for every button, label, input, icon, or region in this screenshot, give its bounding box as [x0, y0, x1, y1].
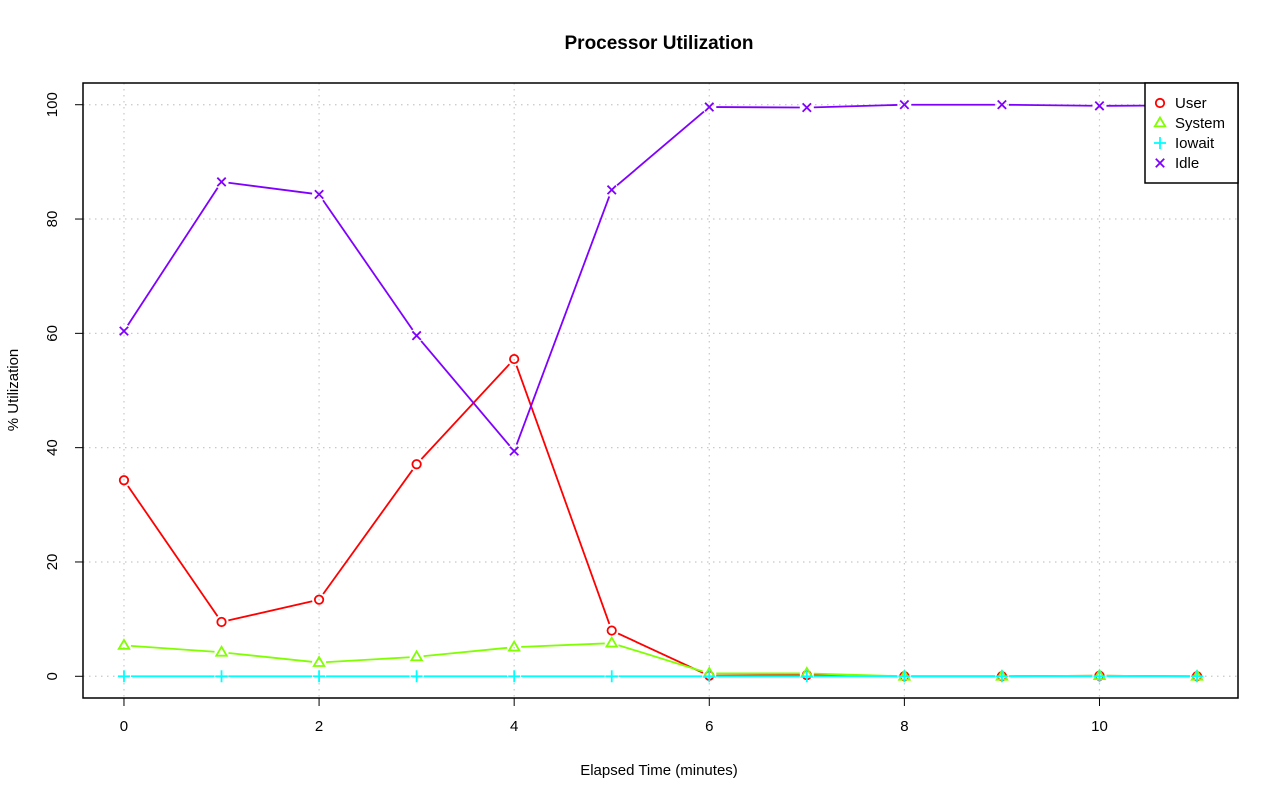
- series-iowait-point: [117, 670, 130, 683]
- x-axis-label: Elapsed Time (minutes): [580, 762, 738, 779]
- legend-symbol-system: [1153, 115, 1167, 128]
- series-idle-point: [216, 177, 227, 187]
- series-user-point: [606, 625, 617, 636]
- x-tick-label: 0: [120, 718, 128, 735]
- series-user-segment: [515, 365, 611, 625]
- series-user-segment: [228, 600, 313, 622]
- series-idle-point: [509, 446, 520, 456]
- series-user: [118, 353, 1203, 682]
- series-system-point: [312, 655, 326, 667]
- series-iowait-point: [898, 670, 911, 683]
- series-iowait-point: [1191, 670, 1204, 683]
- legend: User System Iowait Idle: [1144, 82, 1239, 184]
- series-system-point: [214, 644, 229, 657]
- series-user-point: [313, 594, 325, 605]
- series-system-segment: [228, 652, 313, 663]
- series-iowait-point: [410, 670, 423, 683]
- legend-symbol-user: [1154, 97, 1166, 109]
- series-user-segment: [420, 363, 511, 460]
- series-idle-point: [899, 99, 910, 110]
- series-iowait-point: [215, 670, 228, 683]
- series-user-segment: [322, 469, 414, 595]
- series-idle-point: [119, 326, 129, 336]
- x-tick-label: 8: [900, 718, 908, 735]
- series-idle-segment: [322, 199, 414, 331]
- plot-border: [82, 82, 1239, 699]
- series-iowait-point: [605, 670, 618, 683]
- series-user-point: [411, 459, 422, 470]
- series-system-point: [507, 639, 521, 652]
- series-system: [117, 635, 1204, 681]
- series-system-segment: [618, 644, 703, 673]
- series-idle-segment: [420, 340, 511, 447]
- x-tick-label: 6: [705, 718, 713, 735]
- legend-label-iowait: Iowait: [1175, 135, 1215, 152]
- series-user-segment: [127, 485, 219, 617]
- series-system-point: [604, 635, 619, 648]
- series-iowait-point: [313, 670, 326, 683]
- x-tick-label: 4: [510, 718, 518, 735]
- legend-label-idle: Idle: [1175, 155, 1199, 172]
- series-idle-point: [411, 330, 422, 341]
- x-tick-label: 2: [315, 718, 323, 735]
- y-axis-label: % Utilization: [5, 349, 22, 432]
- series-iowait-point: [995, 670, 1008, 683]
- legend-label-system: System: [1175, 115, 1225, 132]
- series-system-segment: [423, 646, 508, 658]
- y-tick-label: 0: [44, 672, 61, 680]
- series-system-segment: [521, 642, 605, 648]
- series-idle-point: [801, 102, 812, 113]
- y-tick-label: 40: [44, 439, 61, 456]
- series-iowait-point: [508, 670, 521, 683]
- series-idle-segment: [515, 196, 611, 445]
- chart-title: Processor Utilization: [565, 33, 754, 54]
- series-idle-segment: [813, 104, 898, 109]
- series-idle-point: [997, 99, 1007, 110]
- series-layer: [117, 99, 1204, 683]
- series-user-point: [216, 616, 227, 628]
- series-iowait-point: [703, 670, 716, 683]
- y-tick-label: 80: [44, 211, 61, 228]
- series-iowait-point: [800, 670, 813, 683]
- series-idle-segment: [616, 110, 705, 187]
- series-system-segment: [326, 656, 410, 664]
- series-idle-point: [314, 189, 324, 200]
- series-system-segment: [130, 645, 215, 653]
- legend-symbol-idle: [1155, 158, 1165, 168]
- series-idle-point: [704, 102, 715, 112]
- series-idle-point: [1094, 101, 1105, 111]
- series-idle-segment: [1008, 103, 1093, 107]
- series-idle-point: [606, 185, 617, 195]
- series-iowait: [117, 670, 1204, 683]
- grid-lines: [83, 83, 1238, 698]
- legend-symbol-iowait: [1154, 137, 1166, 149]
- series-system-point: [409, 649, 424, 662]
- series-iowait-point: [1093, 670, 1106, 683]
- series-user-point: [118, 475, 130, 486]
- y-tick-label: 100: [44, 92, 61, 117]
- series-idle-segment: [228, 181, 313, 195]
- series-idle-segment: [127, 187, 219, 326]
- y-tick-label: 20: [44, 554, 61, 571]
- series-user-point: [509, 353, 520, 365]
- legend-label-user: User: [1175, 95, 1207, 112]
- y-tick-label: 60: [44, 325, 61, 342]
- series-idle: [119, 99, 1202, 456]
- x-tick-label: 10: [1091, 718, 1108, 735]
- series-system-point: [117, 638, 131, 650]
